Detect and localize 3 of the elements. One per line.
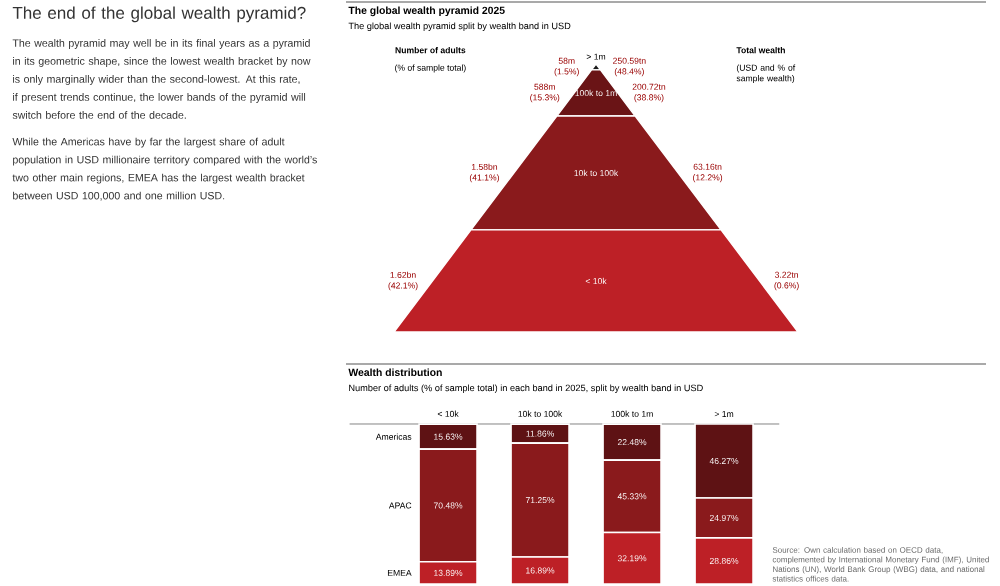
bar xyxy=(602,531,662,585)
text: The end of the global wealth pyramid? xyxy=(12,6,306,23)
bar xyxy=(694,537,754,585)
